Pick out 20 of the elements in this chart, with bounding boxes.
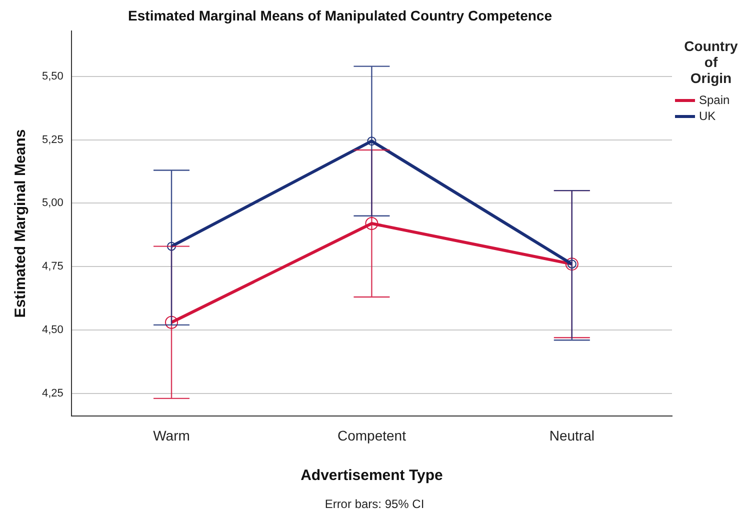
chart-title: Estimated Marginal Means of Manipulated Country Competence <box>128 7 552 24</box>
y-tick-label: 5,50 <box>42 70 64 82</box>
x-tick-label: Warm <box>153 427 190 444</box>
legend-label: UK <box>699 109 716 123</box>
x-tick-label: Neutral <box>549 427 594 444</box>
legend-title: Country of Origin <box>683 38 739 86</box>
x-axis-title: Advertisement Type <box>300 467 443 484</box>
y-tick-label: 4,25 <box>42 387 64 400</box>
point <box>165 316 178 329</box>
point <box>367 136 376 146</box>
y-axis-title: Estimated Marginal Means <box>12 129 30 318</box>
point <box>365 217 378 230</box>
point <box>167 242 176 251</box>
y-tick-label: 4,50 <box>42 324 64 336</box>
x-tick-label: Competent <box>337 427 406 444</box>
text: Error bars: 95% CI <box>324 497 426 511</box>
y-tick-label: 4,75 <box>42 260 64 273</box>
legend-label: Spain <box>699 93 730 107</box>
y-tick-label: 5,25 <box>42 134 64 146</box>
y-tick-label: 5,00 <box>42 197 64 210</box>
